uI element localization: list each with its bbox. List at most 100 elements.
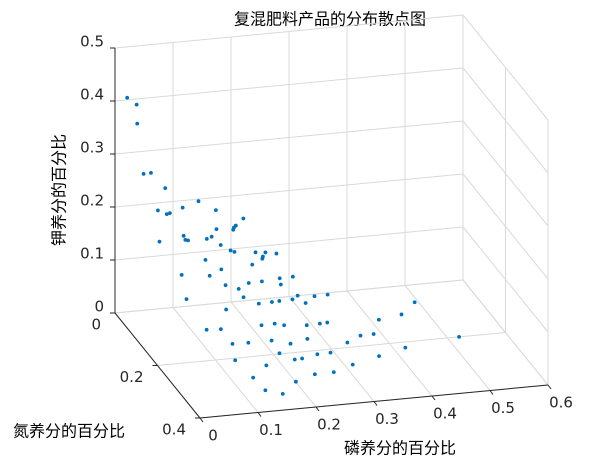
point [270,300,274,304]
point [204,237,209,241]
point [204,327,209,332]
z-tick-label: 0.4 [80,86,104,104]
point [377,354,381,359]
point [350,362,355,367]
point [209,234,214,239]
point [186,238,190,243]
point [241,216,246,221]
point [292,357,297,362]
z-tick-label: 0 [94,298,104,316]
point [294,379,298,384]
point [399,312,404,317]
point [181,233,186,238]
grid-line [114,14,464,49]
point [233,358,238,363]
point [305,337,310,341]
point [218,243,223,247]
x-tick-label: 0.5 [491,399,515,417]
x-tick [547,384,552,390]
point [345,340,350,345]
point [163,186,168,191]
point [125,95,130,100]
point [325,292,330,297]
point [315,352,320,357]
point [300,356,304,361]
point [135,121,140,126]
point [134,102,139,107]
z-tick-label: 0.1 [80,245,104,263]
point [272,321,277,326]
x-axis-label: 磷养分的百分比 [344,439,456,458]
point [246,340,251,345]
point [156,208,160,213]
point [253,250,258,255]
point [312,372,317,377]
point [304,323,309,328]
point [203,258,208,262]
point [331,370,336,374]
grid-line [114,226,464,261]
point [263,250,268,255]
y-tick-label: 0.2 [120,368,144,386]
point [149,170,153,175]
point [358,333,363,338]
x-tick [489,390,494,395]
point [457,335,461,339]
point [277,351,282,356]
x-tick-label: 0.6 [549,394,573,412]
point [376,317,381,322]
point [141,172,146,176]
point [403,345,408,350]
point [290,297,295,302]
z-axis-label: 钾养分的百分比 [50,134,69,246]
chart-title: 复混肥料产品的分布散点图 [234,10,426,29]
point [260,256,265,261]
point [278,282,283,287]
point [219,327,223,331]
point [228,248,233,253]
grid-line [462,279,549,386]
point [288,341,293,346]
point [277,276,282,281]
point [290,274,295,279]
point [179,272,184,277]
y-axis-label: 氮养分的百分比 [13,422,125,441]
point [269,338,274,343]
grid-line [462,173,549,280]
point [207,273,212,278]
point [236,287,241,291]
point [256,301,261,306]
x-tick [431,395,436,401]
grid-line [462,120,549,227]
point [318,321,322,326]
x-tick-label: 0 [208,427,218,445]
x-tick [257,412,262,417]
y-tick-label: 0 [91,316,101,334]
grid-line [462,14,549,121]
point [412,300,417,305]
x-tick-label: 0.2 [317,416,341,434]
point [295,293,300,298]
y-tick-label: 0.4 [162,421,186,439]
point [371,332,376,336]
point [219,267,224,272]
point [260,279,264,284]
grid-line [157,332,506,366]
point [168,211,172,216]
x-tick-label: 0.4 [433,405,457,423]
point [259,323,264,328]
grid-line [462,67,549,174]
point [274,251,279,256]
grid-line [114,279,464,314]
point [303,301,308,305]
point [233,223,238,228]
z-tick-label: 0.3 [80,139,104,157]
point [250,262,255,267]
point [325,320,330,325]
grid-line [462,226,549,333]
point [180,205,185,210]
point [241,295,246,300]
grid-line [114,173,464,208]
point [282,323,287,328]
